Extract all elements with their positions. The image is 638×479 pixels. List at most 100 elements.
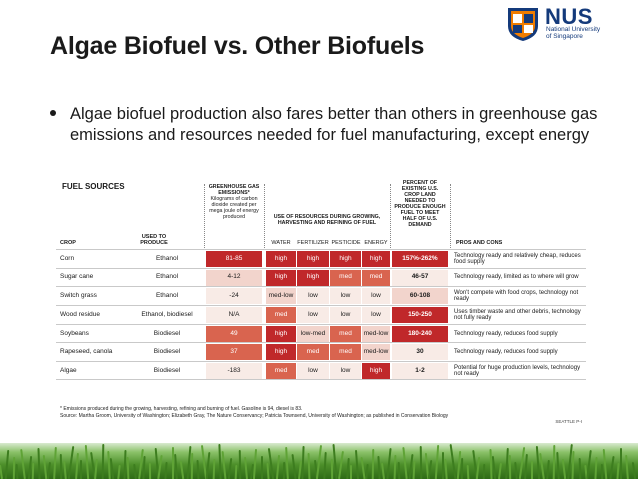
- nus-shield-icon: [508, 8, 538, 41]
- grass-blade: [12, 456, 15, 479]
- col-header-water: WATER: [271, 240, 291, 246]
- cell-crop: Algae: [60, 366, 77, 374]
- cell-pros: Won't compete with food crops, technolog…: [454, 289, 579, 303]
- grass-blade: [5, 449, 10, 479]
- grass-blade: [523, 453, 528, 479]
- grass-blade: [0, 464, 3, 479]
- grass-blade: [307, 452, 311, 479]
- grass-blade: [221, 450, 227, 479]
- cell-ghg: 37: [206, 344, 262, 361]
- cell-energy: med-low: [362, 325, 390, 342]
- grass-blade: [315, 445, 323, 479]
- grass-blade: [427, 459, 433, 479]
- cell-ghg: 81-85: [206, 251, 262, 267]
- grass-blade: [243, 456, 248, 479]
- grass-blade: [578, 457, 582, 479]
- grass-blade: [504, 447, 509, 479]
- cell-produce: Ethanol, biodiesel: [141, 310, 193, 318]
- nus-subtitle: National University of Singapore: [546, 26, 636, 40]
- grass-blade: [371, 448, 375, 479]
- grass-blade: [157, 454, 163, 479]
- cell-fertilizer: low: [297, 363, 329, 380]
- grass-blade: [602, 448, 608, 479]
- cell-crop: Wood residue: [60, 310, 100, 318]
- cell-pros: Technology ready, reduces food supply: [454, 349, 558, 356]
- cell-water: med-low: [266, 288, 296, 305]
- grass-blade: [94, 458, 99, 479]
- grass-blade: [290, 453, 297, 479]
- demand-header: PERCENT OF EXISTING U.S. CROP LAND NEEDE…: [394, 180, 446, 228]
- grass-blade: [412, 460, 416, 479]
- table-row: Corn Ethanol 81-85 high high high high 157%-262…: [56, 249, 586, 268]
- grass-blade: [60, 453, 63, 479]
- cell-pros: Potential for huge production levels, te…: [454, 364, 581, 378]
- grass-blade: [301, 445, 305, 479]
- grass-blade: [190, 452, 194, 479]
- comparison-table-body: Corn Ethanol 81-85 high high high high 157%-262…: [56, 249, 586, 380]
- grass-blade: [116, 464, 121, 479]
- header-divider: [204, 184, 205, 248]
- grass-blade: [498, 462, 503, 479]
- grass-blade: [475, 456, 481, 479]
- bullet-dot-icon: [50, 110, 56, 116]
- grass-blade: [37, 447, 41, 479]
- grass-blade: [15, 463, 19, 479]
- grass-blade: [101, 443, 104, 479]
- ghg-header: GREENHOUSE GAS EMISSIONS* Kilograms of c…: [206, 184, 262, 220]
- col-header-fertilizer: FERTILIZER: [297, 240, 329, 246]
- grass-blade: [402, 446, 408, 479]
- grass-blade: [31, 462, 35, 479]
- grass-blade: [149, 462, 152, 479]
- cell-crop: Switch grass: [60, 292, 97, 300]
- grass-blade: [508, 454, 512, 479]
- grass-blade: [46, 461, 51, 479]
- cell-fertilizer: high: [297, 269, 329, 286]
- grass-blade: [67, 446, 75, 479]
- grass-blade: [345, 457, 350, 479]
- cell-crop: Soybeans: [60, 329, 89, 337]
- table-row: Switch grass Ethanol -24 med-low low low low 60…: [56, 286, 586, 305]
- grass-blade: [171, 447, 174, 479]
- grass-blade: [571, 450, 575, 479]
- grass-blade: [531, 461, 533, 479]
- cell-water: high: [266, 269, 296, 286]
- cell-pesticide: med: [330, 325, 361, 342]
- cell-ghg: N/A: [206, 307, 262, 324]
- grass-blade: [514, 461, 518, 479]
- grass-blade: [234, 464, 238, 479]
- cell-water: med: [266, 363, 296, 380]
- ghg-header-subtitle: Kilograms of carbon dioxide created per …: [209, 196, 259, 220]
- grass-blade: [365, 463, 369, 479]
- grass-blade: [586, 449, 593, 479]
- cell-energy: high: [362, 363, 390, 380]
- grass-blade: [397, 461, 400, 479]
- figure-credit: SEATTLE P-I: [555, 419, 582, 424]
- grass-blade: [275, 454, 280, 479]
- grass-blade: [620, 448, 623, 479]
- grass-blade: [164, 461, 168, 479]
- demand-header-title: PERCENT OF EXISTING U.S. CROP LAND NEEDE…: [394, 180, 446, 228]
- col-header-pros-cons: PROS AND CONS: [456, 240, 503, 246]
- grass-blade: [330, 458, 333, 479]
- cell-pros: Uses timber waste and other debris, tech…: [454, 308, 581, 322]
- slide-title: Algae Biofuel vs. Other Biofuels: [50, 32, 425, 60]
- grass-blade: [84, 444, 89, 479]
- cell-fertilizer: low: [297, 307, 329, 324]
- ghg-header-title: GREENHOUSE GAS EMISSIONS*: [208, 184, 260, 196]
- cell-produce: Ethanol: [155, 273, 179, 281]
- nus-wordmark: NUS: [545, 4, 593, 29]
- grass-blade: [212, 458, 216, 479]
- grass-blade: [386, 447, 392, 479]
- footnote: * Emissions produced during the growing,…: [60, 406, 580, 419]
- cell-crop: Sugar cane: [60, 273, 94, 281]
- nus-logo: NUS National University of Singapore: [505, 4, 636, 42]
- grass-blade: [552, 444, 556, 479]
- cell-pesticide: low: [330, 363, 361, 380]
- grass-blade: [110, 457, 115, 479]
- grass-blade: [608, 455, 615, 479]
- grass-blade: [631, 461, 636, 479]
- footnote-source: Source: Martha Groom, University of Wash…: [60, 412, 449, 419]
- cell-demand: 60-108: [392, 288, 448, 305]
- grass-blade: [377, 455, 381, 479]
- grass-blade: [323, 451, 328, 479]
